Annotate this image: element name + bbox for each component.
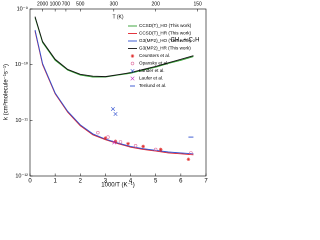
legend-label: G3(MP2)_HR (This work) — [139, 46, 191, 51]
series-line — [34, 16, 194, 78]
point — [96, 130, 100, 135]
legend-label: Tenlund et al. — [139, 83, 166, 88]
series-line — [34, 29, 194, 155]
point — [154, 147, 158, 152]
annotation: CH₄ + C₂H — [171, 38, 200, 44]
point — [126, 141, 130, 146]
x2-tick-label: 500 — [76, 1, 85, 7]
y-tick-label: 10⁻¹¹ — [15, 118, 28, 124]
x2-tick-label: 1000 — [50, 1, 61, 7]
point — [110, 106, 115, 111]
series-line — [34, 31, 194, 156]
point — [112, 140, 117, 145]
y-tick-label: 10⁻¹² — [15, 173, 28, 179]
x-tick-label: 4 — [129, 179, 133, 185]
point — [133, 144, 138, 148]
point — [130, 54, 135, 58]
legend-label: CCSD(T)_HR (This work) — [139, 31, 192, 36]
point — [103, 136, 108, 140]
x-tick-label: 7 — [204, 179, 208, 185]
x2-tick-label: 2000 — [37, 1, 48, 7]
y-tick-label: 10⁻¹⁰ — [15, 61, 29, 68]
x2-tick-label: 150 — [193, 1, 202, 7]
legend-label: Ceursters et al. — [139, 53, 170, 58]
point — [106, 135, 110, 139]
x-tick-label: 2 — [79, 179, 83, 185]
plot-frame — [29, 8, 207, 177]
legend-label: CCSD(T)_HO (This work) — [139, 23, 192, 28]
legend-label: Laufer et al. — [139, 76, 163, 81]
x-tick-label: 5 — [154, 179, 158, 185]
point — [158, 147, 163, 152]
x-tick-label: 3 — [104, 179, 108, 185]
x-axis-title: 1000/T (K⁻¹) — [101, 183, 134, 189]
y-tick-label: 10⁻⁹ — [17, 5, 28, 12]
x2-tick-label: 300 — [110, 1, 119, 7]
legend-label: G3(MP2)_HO (This work) — [139, 38, 192, 43]
x-tick-label: 6 — [179, 179, 183, 185]
point — [113, 111, 118, 117]
x2-tick-label: 200 — [152, 1, 161, 7]
x-tick-label: 1 — [53, 179, 57, 185]
point — [189, 151, 193, 155]
x-tick-label: 0 — [28, 179, 32, 185]
point — [118, 140, 123, 144]
point — [130, 76, 135, 81]
y-axis-title: k (cm³molecule⁻¹s⁻¹) — [4, 64, 10, 120]
x2-tick-label: 700 — [62, 1, 71, 7]
point — [130, 68, 135, 74]
point — [186, 157, 191, 162]
chart: k (cm³molecule⁻¹s⁻¹) 1000/T (K⁻¹) CH₄ + … — [4, 1, 209, 189]
x2-axis-title: T (K) — [112, 14, 123, 20]
point — [130, 61, 135, 66]
legend-label: Lander et al. — [139, 68, 165, 73]
legend-label: Opansky et al. — [139, 61, 168, 66]
point — [141, 144, 145, 149]
